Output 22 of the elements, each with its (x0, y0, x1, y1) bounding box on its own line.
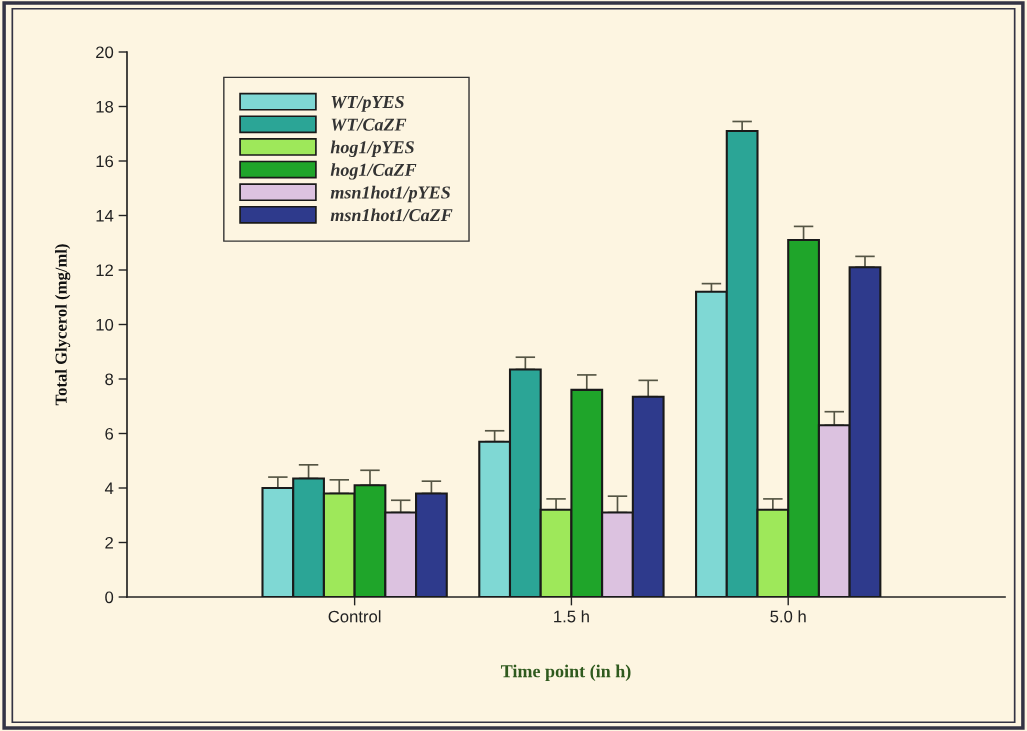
y-tick-label: 4 (104, 482, 114, 495)
y-tick-label: 8 (105, 373, 114, 386)
legend-label: msn1hot1/CaZF (330, 208, 453, 222)
legend-label: WT/CaZF (331, 118, 407, 131)
x-tick-label: 5.0 h (770, 610, 806, 623)
y-tick-label: 6 (105, 427, 114, 440)
legend-label: WT/pYES (331, 95, 404, 112)
legend-label: hog1/CaZF (330, 163, 417, 180)
y-tick-label: 10 (96, 318, 114, 331)
y-tick-label: 12 (96, 264, 113, 277)
y-tick-label: 16 (96, 155, 114, 168)
legend-label: msn1hot1/pYES (330, 185, 451, 203)
y-tick-label: 2 (105, 536, 113, 549)
x-tick-label: Control (328, 610, 381, 623)
y-tick-label: 0 (105, 591, 114, 604)
x-tick-label: 1.5 h (554, 610, 589, 623)
legend-label: hog1/pYES (330, 140, 414, 157)
y-axis-title: Total Glycerol (mg/ml) (55, 244, 71, 406)
y-tick-label: 14 (96, 210, 114, 222)
y-tick-label: 18 (96, 100, 114, 113)
y-tick-label: 20 (96, 46, 114, 59)
x-axis-title: Time point (in h) (500, 664, 631, 681)
